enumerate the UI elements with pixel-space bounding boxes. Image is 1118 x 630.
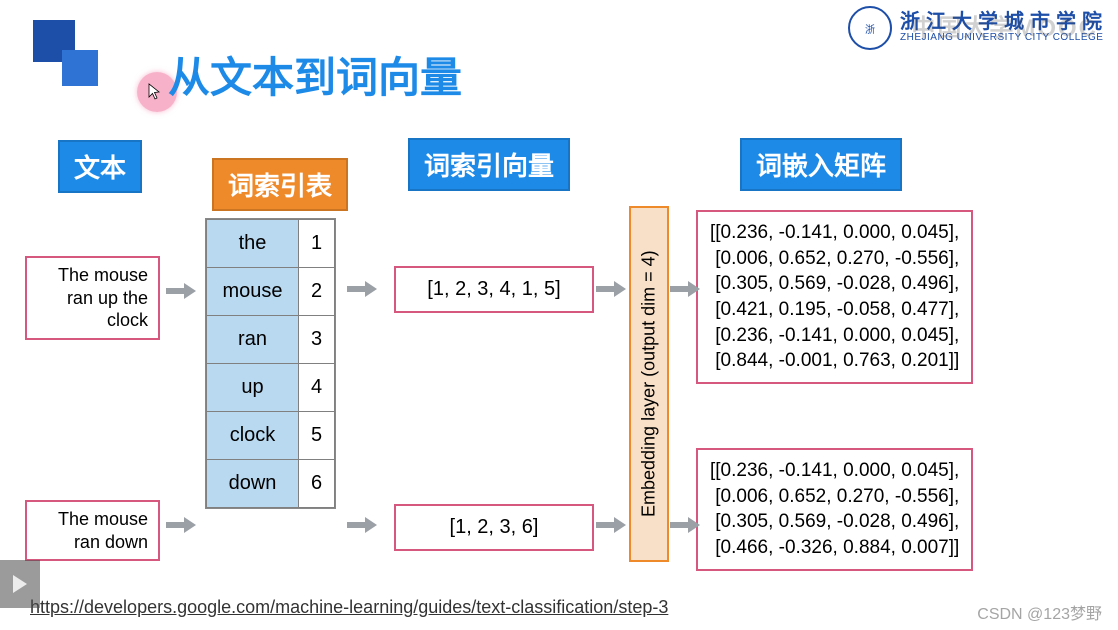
embedding-layer: Embedding layer (output dim = 4) — [629, 206, 669, 562]
label-embed-matrix: 词嵌入矩阵 — [740, 138, 902, 191]
arrow-icon — [347, 516, 377, 534]
arrow-icon — [670, 516, 700, 534]
index-word: down — [207, 460, 299, 508]
index-num: 6 — [299, 460, 335, 508]
index-word: up — [207, 364, 299, 412]
deco-square-small — [62, 50, 98, 86]
embedding-matrix-2: [[0.236, -0.141, 0.000, 0.045], [0.006, … — [696, 448, 973, 571]
index-vector-2: [1, 2, 3, 6] — [394, 504, 594, 551]
arrow-icon — [670, 280, 700, 298]
watermark: 中国大学MOOC — [911, 8, 1098, 43]
slide-title: 从文本到词向量 — [168, 44, 462, 105]
play-button[interactable] — [0, 560, 40, 608]
cursor-icon — [147, 82, 165, 100]
arrow-icon — [166, 516, 196, 534]
arrow-icon — [596, 280, 626, 298]
index-word: mouse — [207, 268, 299, 316]
arrow-icon — [166, 282, 196, 300]
play-icon — [11, 574, 29, 594]
logo-seal: 浙 — [848, 6, 892, 50]
sentence-2: The mouse ran down — [25, 500, 160, 561]
index-num: 1 — [299, 220, 335, 268]
embedding-matrix-1: [[0.236, -0.141, 0.000, 0.045], [0.006, … — [696, 210, 973, 384]
csdn-credit: CSDN @123梦野 — [977, 600, 1102, 624]
index-word: ran — [207, 316, 299, 364]
sentence-1: The mouse ran up the clock — [25, 256, 160, 340]
index-num: 5 — [299, 412, 335, 460]
index-num: 4 — [299, 364, 335, 412]
index-table: the1mouse2ran3up4clock5down6 — [205, 218, 336, 509]
index-word: clock — [207, 412, 299, 460]
index-word: the — [207, 220, 299, 268]
label-index-table: 词索引表 — [212, 158, 348, 211]
label-index-vector: 词索引向量 — [408, 138, 570, 191]
index-num: 3 — [299, 316, 335, 364]
arrow-icon — [596, 516, 626, 534]
index-num: 2 — [299, 268, 335, 316]
citation-link[interactable]: https://developers.google.com/machine-le… — [30, 597, 668, 618]
index-vector-1: [1, 2, 3, 4, 1, 5] — [394, 266, 594, 313]
arrow-icon — [347, 280, 377, 298]
label-text: 文本 — [58, 140, 142, 193]
